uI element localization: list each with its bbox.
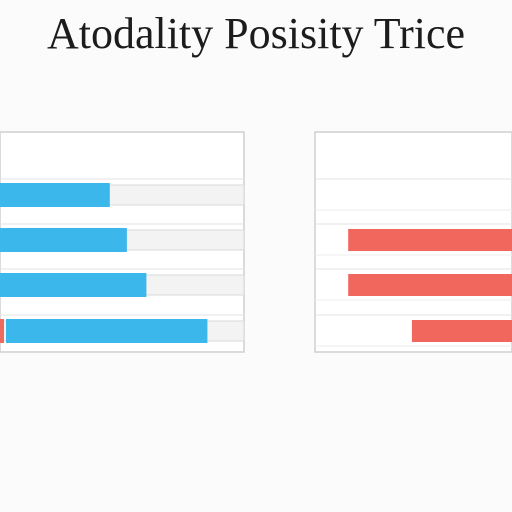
page-title: Atodality Posisity Trice (46, 9, 466, 58)
right-bar (411, 320, 512, 342)
left-bar (0, 273, 147, 297)
right-bar (348, 229, 512, 251)
left-bar-accent (0, 319, 4, 343)
left-bar (0, 228, 127, 252)
right-bar (348, 274, 512, 296)
right-chart (314, 131, 512, 353)
left-chart (0, 131, 245, 353)
left-bar (6, 319, 208, 343)
left-bar (0, 183, 110, 207)
